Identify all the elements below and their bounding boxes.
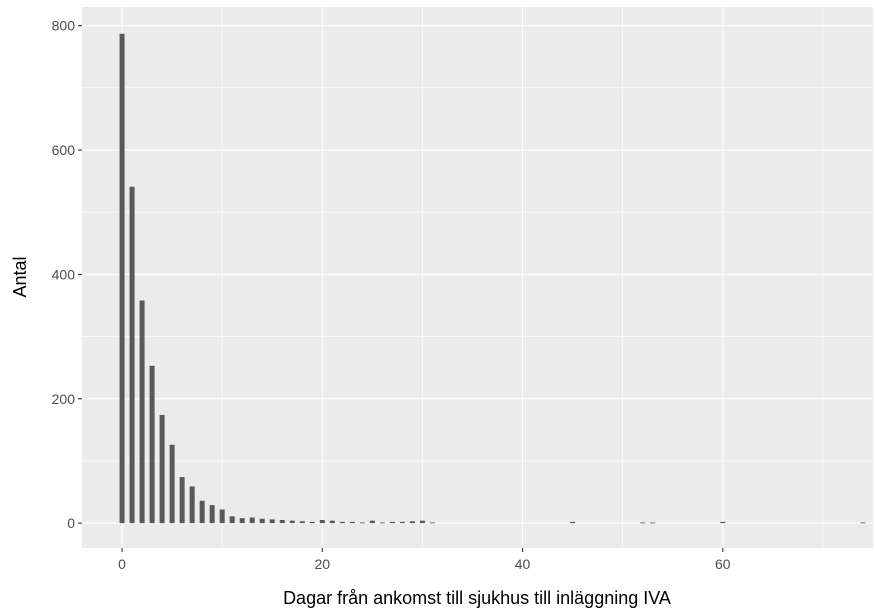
bar [650,522,656,524]
bars [119,33,866,524]
bar [419,520,425,524]
bar [299,521,305,524]
bar [369,520,375,524]
bar [219,509,225,524]
y-tick-label: 400 [52,266,76,282]
bar [279,520,285,524]
y-tick-label: 200 [52,391,76,407]
plot-panel [82,7,873,548]
bar [169,444,175,524]
bar [720,521,726,524]
bar [339,521,345,524]
y-tick-label: 800 [52,18,76,34]
bar [379,522,385,524]
y-tick-label: 600 [52,142,76,158]
x-tick-label: 60 [715,556,731,572]
bar [129,186,135,524]
bar [229,516,235,524]
bar [189,486,195,524]
y-axis-title: Antal [10,256,30,297]
bar [399,521,405,524]
bar [119,33,125,524]
bar [860,522,866,524]
bar [289,520,295,524]
bar [199,500,205,524]
bar [409,521,415,524]
bar [429,522,435,524]
x-tick-label: 20 [315,556,331,572]
bar [319,520,325,524]
bar [259,518,265,524]
bar [309,521,315,524]
minor-gridlines [82,7,873,548]
bar [640,522,646,524]
y-tick-label: 0 [67,515,75,531]
bar [329,520,335,524]
bar [389,521,395,524]
x-tick-label: 0 [118,556,126,572]
bar [570,521,576,524]
bar [269,519,275,524]
bar [249,517,255,524]
x-tick-label: 40 [515,556,531,572]
bar [349,521,355,524]
bar [139,300,145,524]
bar [239,518,245,524]
major-gridlines [82,7,873,548]
bar [179,477,185,524]
bar [209,505,215,524]
bar [359,522,365,524]
x-axis-title: Dagar från ankomst till sjukhus till inl… [283,588,671,608]
bar [159,414,165,524]
x-axis: 0 20 40 60 [118,548,731,572]
bar [149,365,155,524]
y-axis: 0 200 400 600 800 [52,18,82,531]
